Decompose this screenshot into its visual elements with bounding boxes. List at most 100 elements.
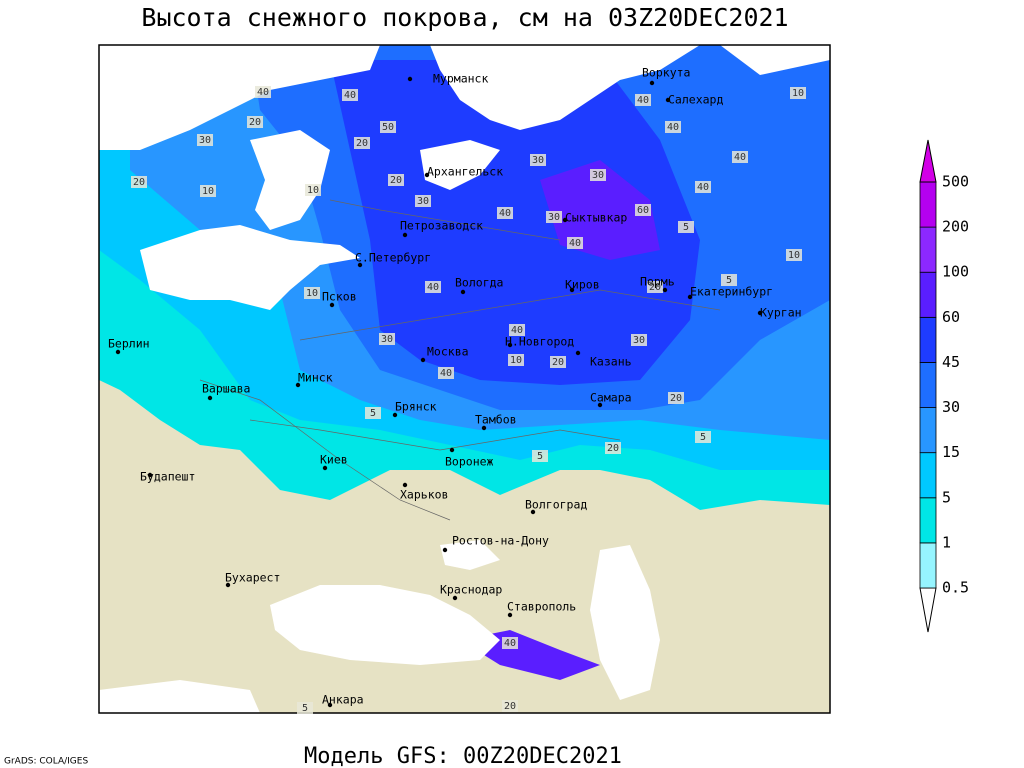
contour-label: 40	[504, 638, 516, 649]
city-label: Тамбов	[475, 413, 517, 427]
contour-label-box	[550, 356, 566, 368]
water	[99, 45, 830, 713]
contour-label-box	[131, 176, 147, 188]
contour-label: 50	[382, 122, 394, 133]
contour-label-box	[678, 221, 694, 233]
colorbar-band	[919, 542, 937, 589]
contour-label-box	[695, 431, 711, 443]
contour-label: 5	[302, 703, 308, 714]
city-label: Петрозаводск	[400, 219, 483, 233]
contour-label-box	[380, 121, 396, 133]
contour-label: 30	[381, 334, 393, 345]
contour-label-box	[786, 249, 802, 261]
colorbar-label: 1	[942, 533, 951, 551]
contour-label: 20	[390, 175, 402, 186]
city-label: Самара	[590, 391, 632, 405]
contour-label-box	[425, 281, 441, 293]
contour-label: 40	[257, 87, 269, 98]
contour-label: 5	[683, 222, 689, 233]
contour-label-box	[532, 450, 548, 462]
city-label: Мурманск	[433, 72, 488, 86]
contour-label-box	[567, 237, 583, 249]
contour-label: 20	[607, 443, 619, 454]
contour-label: 40	[499, 208, 511, 219]
contour-label-box	[647, 281, 663, 293]
contour-label-box	[388, 174, 404, 186]
colorbar-low-triangle	[919, 587, 937, 633]
contour-label-box	[590, 169, 606, 181]
contour-label: 20	[670, 393, 682, 404]
city-label: Казань	[590, 355, 632, 369]
colorbar-band	[919, 181, 937, 228]
contour-label-box	[509, 324, 525, 336]
colorbar-band	[919, 407, 937, 454]
city-label: Киев	[320, 453, 348, 467]
contour-label-box	[197, 134, 213, 146]
contour-label: 20	[649, 282, 661, 293]
contour-label-box	[415, 195, 431, 207]
contour-label-box	[379, 333, 395, 345]
city-dot	[442, 547, 448, 553]
city-label: Екатеринбург	[690, 285, 773, 299]
contour-label: 40	[511, 325, 523, 336]
contour-label: 5	[370, 408, 376, 419]
contour-label: 10	[788, 250, 800, 261]
city-dot	[407, 76, 413, 82]
colorbar-band	[919, 362, 937, 408]
city-label: Бухарест	[225, 571, 280, 585]
contour-label: 5	[537, 451, 543, 462]
colorbar-label: 5	[942, 488, 951, 506]
contour-label: 40	[427, 282, 439, 293]
city-dot	[402, 232, 408, 238]
contour-label-box	[354, 137, 370, 149]
city-label: Волгоград	[525, 498, 587, 512]
city-label: Харьков	[400, 488, 448, 502]
city-label: Ставрополь	[507, 600, 576, 614]
contour-label-box	[247, 116, 263, 128]
contour-label-box	[695, 181, 711, 193]
contour-label: 40	[569, 238, 581, 249]
city-dot	[507, 342, 513, 348]
city-dot	[562, 217, 568, 223]
snow-deepest	[540, 160, 660, 260]
city-label: Воркута	[642, 66, 690, 80]
contour-label-box	[721, 274, 737, 286]
contour-label: 5	[726, 275, 732, 286]
snow-deeper	[330, 60, 700, 385]
contour-label: 10	[307, 185, 319, 196]
city-dot	[207, 395, 213, 401]
city-label: Ростов-на-Дону	[452, 534, 549, 548]
city-dot	[329, 302, 335, 308]
contour-label: 40	[734, 152, 746, 163]
contour-label: 10	[306, 288, 318, 299]
city-label: Киров	[565, 278, 600, 292]
contour-label-box	[304, 287, 320, 299]
model-footer: Модель GFS: 00Z20DEC2021	[304, 744, 622, 768]
contour-label-box	[790, 87, 806, 99]
contour-label-box	[631, 334, 647, 346]
city-label: Вологда	[455, 276, 503, 290]
colorbar-label: 45	[942, 353, 960, 371]
colorbar-band	[919, 497, 937, 544]
city-dot	[402, 482, 408, 488]
map-area	[99, 45, 830, 713]
contour-label: 20	[249, 117, 261, 128]
colorbar-band	[919, 316, 937, 363]
city-dot	[507, 612, 513, 618]
colorbar-high-triangle	[919, 139, 937, 183]
contour-label-box	[342, 89, 358, 101]
contour-label: 40	[440, 368, 452, 379]
city-label: Брянск	[395, 400, 437, 414]
contour-label: 30	[417, 196, 429, 207]
contour-label: 30	[592, 170, 604, 181]
contour-label-box	[530, 154, 546, 166]
city-dot	[665, 97, 671, 103]
contour-label: 30	[633, 335, 645, 346]
credit: GrADS: COLA/IGES	[4, 757, 88, 767]
contour-label-box	[502, 700, 518, 712]
contour-label-box	[305, 184, 321, 196]
city-label: Минск	[298, 371, 333, 385]
city-dot	[757, 310, 763, 316]
